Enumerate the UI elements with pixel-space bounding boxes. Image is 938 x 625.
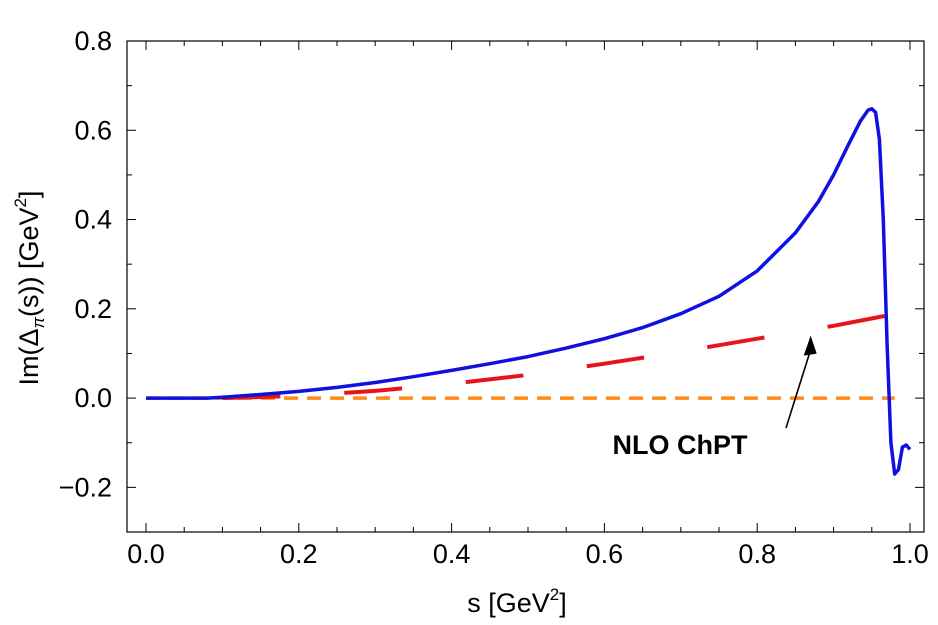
x-axis-title: s [GeV2] bbox=[467, 585, 567, 618]
series-line-0 bbox=[146, 107, 912, 476]
annotation-label: NLO ChPT bbox=[613, 430, 748, 460]
x-tick-label: 0.4 bbox=[433, 539, 471, 569]
y-tick-label: 0.2 bbox=[74, 294, 112, 324]
y-tick-label: 0.8 bbox=[74, 26, 112, 56]
x-tick-label: 0.2 bbox=[280, 539, 318, 569]
y-tick-label: 0.4 bbox=[74, 205, 112, 235]
annotation-arrowhead bbox=[803, 335, 817, 356]
y-tick-label: 0.0 bbox=[74, 383, 112, 413]
x-tick-label: 1.0 bbox=[891, 539, 929, 569]
y-tick-label: 0.6 bbox=[74, 115, 112, 145]
plot-frame bbox=[126, 40, 925, 533]
axis-ticks: 0.0 0.2 0.4 0.6 0.8 1.0 −0.2 0.0 0.2 0.4 0.6 0.8 bbox=[59, 26, 929, 569]
x-tick-label: 0.8 bbox=[738, 539, 776, 569]
annotation-arrow-line bbox=[785, 349, 812, 429]
y-tick-label: −0.2 bbox=[59, 472, 112, 502]
y-axis-title: Im(Δπ(s)) [GeV2] bbox=[11, 191, 48, 386]
x-tick-label: 0.6 bbox=[586, 539, 624, 569]
series-layer bbox=[146, 107, 912, 476]
annotation-layer: NLO ChPT bbox=[613, 335, 817, 460]
x-tick-label: 0.0 bbox=[127, 539, 165, 569]
